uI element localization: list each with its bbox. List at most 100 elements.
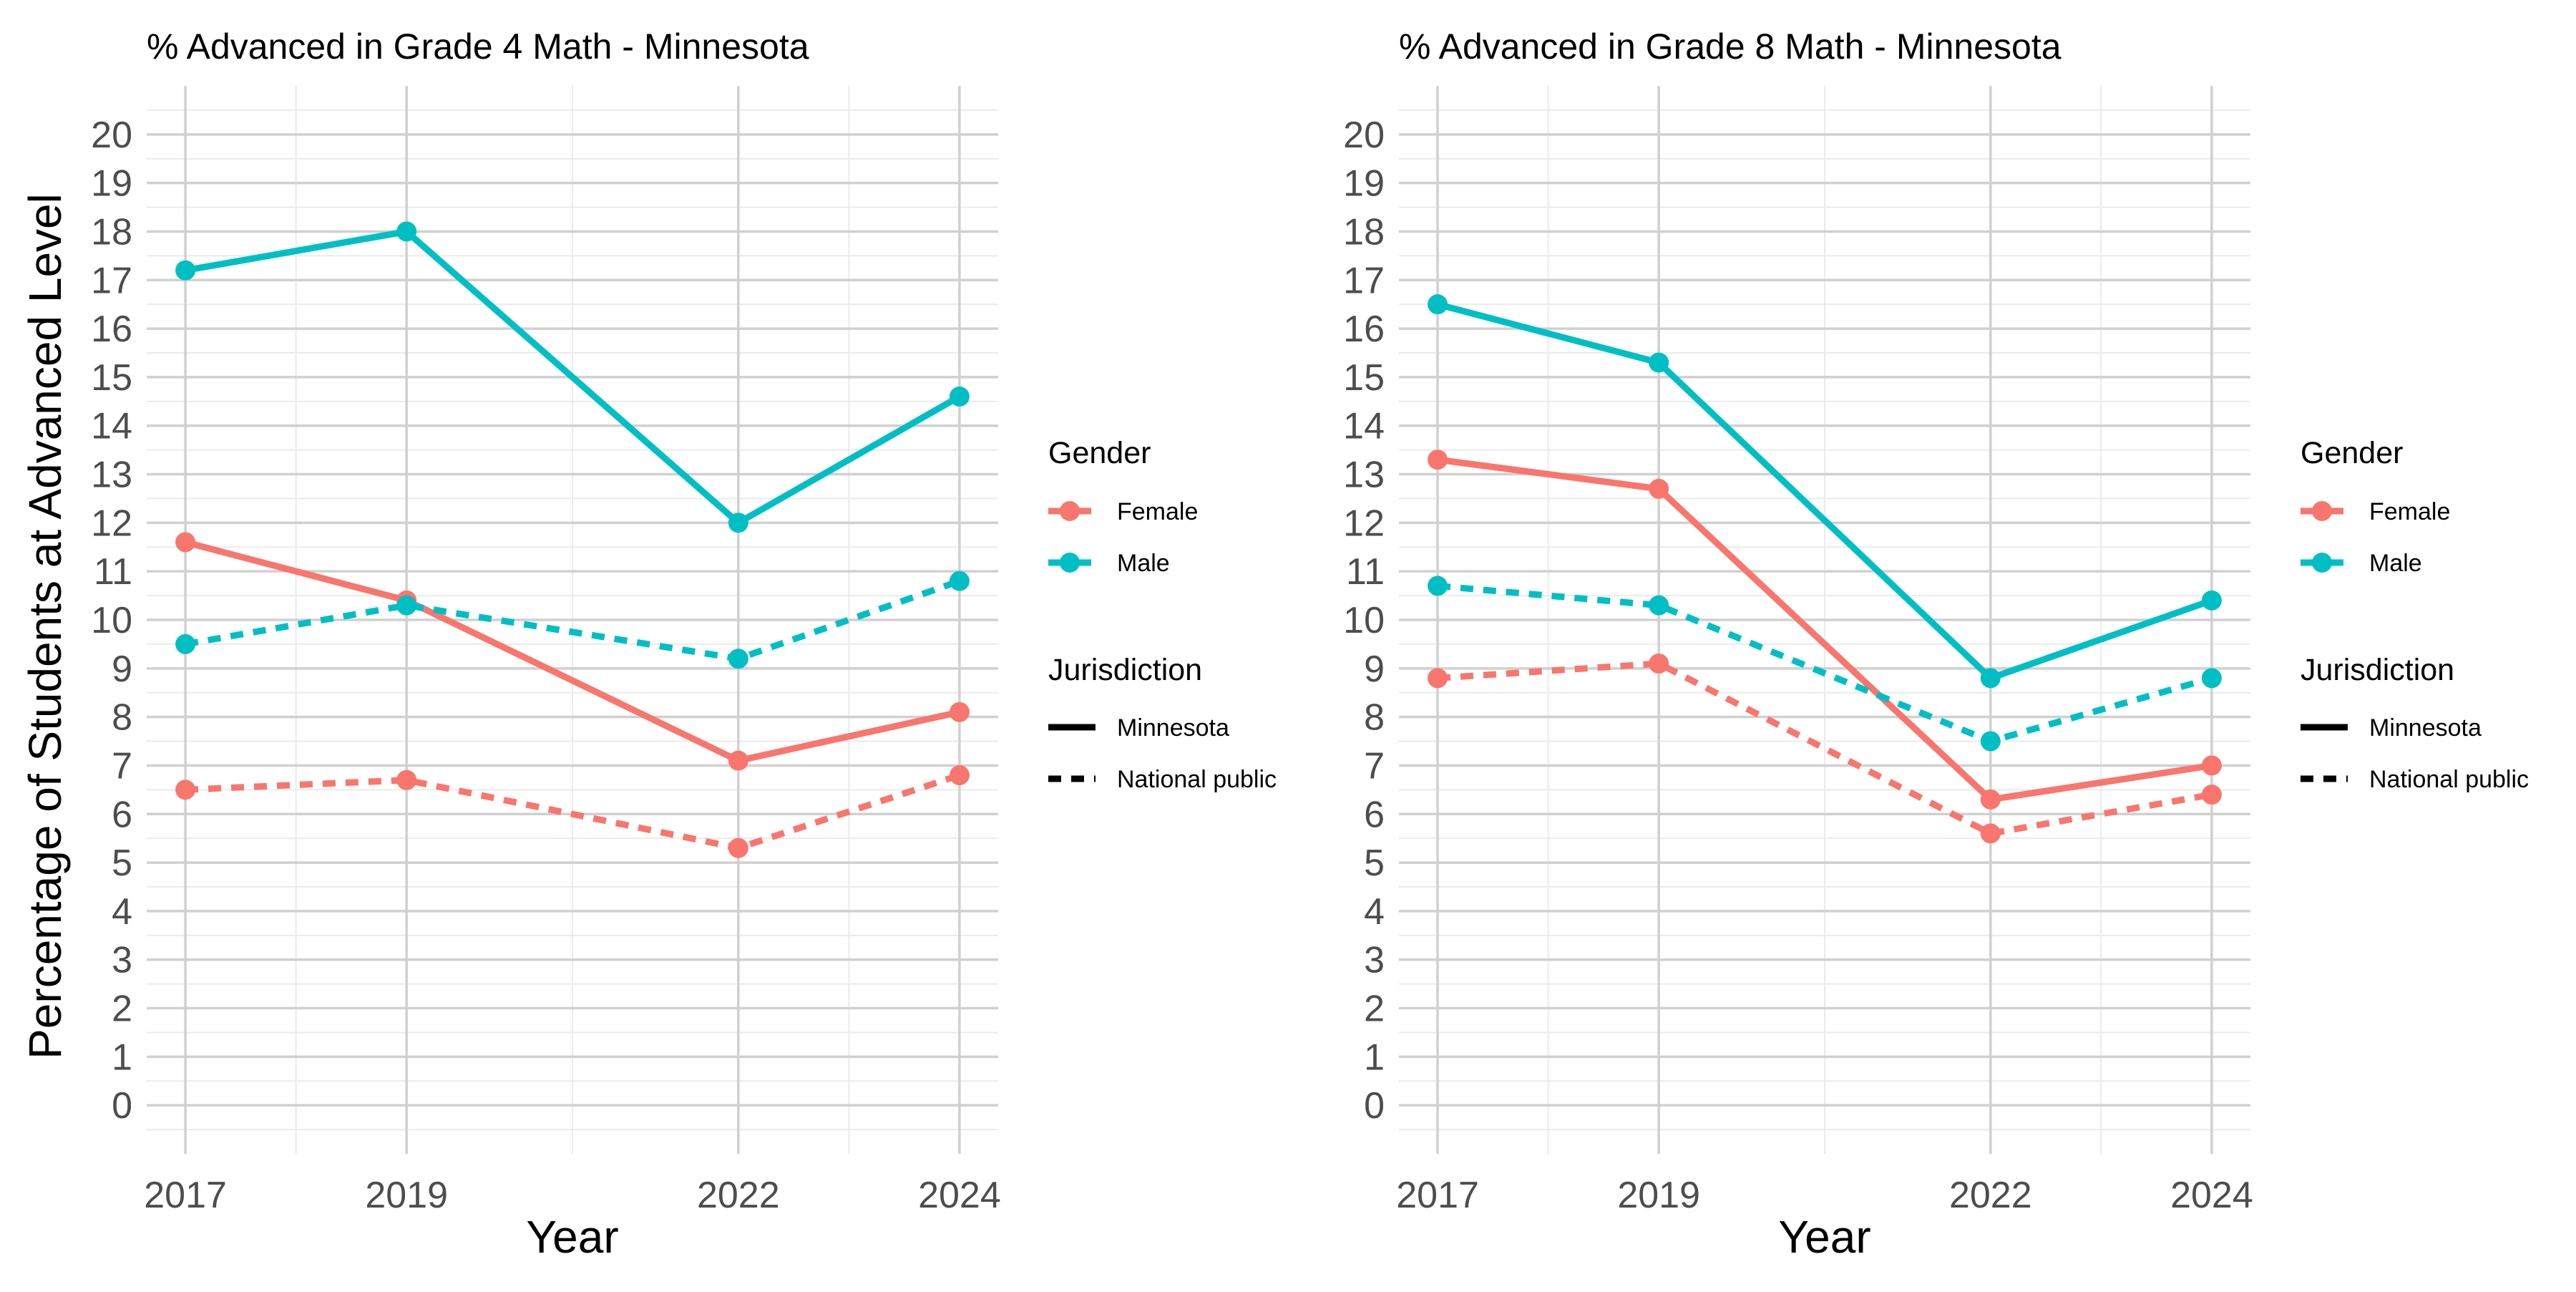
y-tick-label: 8 bbox=[1364, 697, 1385, 739]
series-line bbox=[184, 539, 960, 764]
legend-key-point bbox=[1060, 501, 1080, 521]
y-tick-label: 13 bbox=[91, 455, 132, 496]
x-tick-label: 2017 bbox=[144, 1175, 227, 1216]
x-tick-label: 2024 bbox=[2170, 1175, 2253, 1216]
y-tick-label: 2 bbox=[112, 989, 132, 1030]
y-tick-label: 6 bbox=[1364, 794, 1385, 835]
y-tick-label: 0 bbox=[112, 1085, 132, 1127]
legend-label-gender: Female bbox=[1117, 498, 1198, 525]
data-point bbox=[949, 765, 970, 786]
data-point bbox=[1649, 478, 1669, 499]
data-point bbox=[175, 779, 196, 800]
data-point bbox=[2201, 668, 2222, 689]
data-point bbox=[175, 260, 196, 281]
y-tick-label: 12 bbox=[91, 502, 132, 544]
data-point bbox=[1428, 450, 1448, 470]
series-line bbox=[1437, 456, 2212, 803]
chart-title: % Advanced in Grade 8 Math - Minnesota bbox=[1399, 26, 2062, 67]
y-tick-label: 18 bbox=[91, 211, 132, 253]
x-axis-title: Year bbox=[1778, 1211, 1870, 1263]
legend-label-jurisdiction: Minnesota bbox=[1117, 714, 1229, 742]
data-point bbox=[1649, 595, 1669, 616]
y-tick-label: 19 bbox=[91, 163, 132, 205]
data-point bbox=[1428, 575, 1448, 596]
legend-label-gender: Male bbox=[1117, 550, 1170, 577]
data-point bbox=[1980, 823, 2001, 844]
y-tick-label: 14 bbox=[1343, 406, 1385, 447]
data-point bbox=[728, 649, 748, 669]
series-line bbox=[185, 228, 962, 526]
series-line bbox=[185, 578, 961, 662]
y-tick-label: 1 bbox=[112, 1036, 132, 1078]
y-tick-label: 7 bbox=[112, 745, 132, 787]
data-point bbox=[949, 387, 970, 407]
x-tick-label: 2019 bbox=[1617, 1175, 1700, 1216]
y-tick-label: 16 bbox=[91, 309, 132, 350]
y-tick-label: 18 bbox=[1343, 211, 1385, 253]
data-point bbox=[1980, 668, 2001, 689]
y-tick-label: 11 bbox=[1346, 551, 1385, 593]
legend-grade8: Gender Female Male Jurisdiction Minnesota Nat… bbox=[2301, 436, 2529, 793]
y-tick-label: 10 bbox=[91, 600, 132, 641]
data-point bbox=[728, 750, 748, 771]
y-tick-label: 15 bbox=[1343, 357, 1385, 399]
data-point bbox=[396, 769, 417, 790]
legend-label-gender: Male bbox=[2369, 550, 2422, 577]
legend-key-point bbox=[1060, 553, 1080, 573]
y-tick-label: 15 bbox=[91, 357, 132, 399]
legend-title-gender: Gender bbox=[2301, 436, 2403, 470]
y-tick-label: 3 bbox=[1364, 940, 1385, 981]
data-point bbox=[175, 532, 196, 553]
y-tick-label: 20 bbox=[91, 115, 132, 156]
y-tick-label: 3 bbox=[112, 940, 132, 981]
y-tick-label: 14 bbox=[91, 406, 132, 447]
y-tick-label: 0 bbox=[1364, 1085, 1385, 1127]
y-tick-label: 19 bbox=[1343, 163, 1385, 205]
data-point bbox=[1649, 352, 1669, 373]
data-point bbox=[175, 633, 196, 654]
series-line bbox=[185, 772, 961, 852]
legend-label-jurisdiction: National public bbox=[2369, 766, 2529, 793]
data-point bbox=[1428, 294, 1448, 315]
y-tick-label: 16 bbox=[1343, 309, 1385, 350]
x-tick-label: 2024 bbox=[918, 1175, 1001, 1216]
x-tick-label: 2019 bbox=[365, 1175, 448, 1216]
series-line bbox=[1437, 583, 2213, 745]
legend-key-point bbox=[2312, 501, 2332, 521]
legend-label-jurisdiction: National public bbox=[1117, 766, 1277, 793]
data-point bbox=[2201, 755, 2222, 776]
legend-label-gender: Female bbox=[2369, 498, 2450, 525]
y-tick-label: 13 bbox=[1343, 455, 1385, 496]
y-tick-label: 7 bbox=[1364, 745, 1385, 787]
series-line bbox=[1436, 301, 2213, 681]
chart-title: % Advanced in Grade 4 Math - Minnesota bbox=[147, 26, 809, 67]
y-tick-label: 4 bbox=[112, 891, 132, 933]
y-tick-label: 17 bbox=[91, 260, 132, 301]
x-tick-label: 2022 bbox=[697, 1175, 780, 1216]
y-tick-label: 1 bbox=[1364, 1036, 1385, 1078]
y-tick-label: 20 bbox=[1343, 115, 1385, 156]
legend-key-point bbox=[2312, 553, 2332, 573]
y-tick-label: 11 bbox=[94, 551, 132, 593]
legend-title-gender: Gender bbox=[1048, 436, 1151, 470]
y-tick-label: 2 bbox=[1364, 989, 1385, 1030]
data-point bbox=[949, 701, 970, 722]
x-tick-label: 2022 bbox=[1949, 1175, 2032, 1216]
data-point bbox=[1428, 668, 1448, 689]
y-tick-label: 12 bbox=[1343, 502, 1385, 544]
legend-title-jurisdiction: Jurisdiction bbox=[2301, 653, 2454, 687]
legend-grade4: Gender Female Male Jurisdiction Minnesota Nat… bbox=[1048, 436, 1277, 793]
y-tick-label: 9 bbox=[1364, 649, 1385, 690]
data-point bbox=[396, 221, 417, 242]
data-point bbox=[949, 570, 970, 591]
legend-title-jurisdiction: Jurisdiction bbox=[1048, 653, 1202, 687]
legend-label-jurisdiction: Minnesota bbox=[2369, 714, 2482, 742]
y-tick-label: 17 bbox=[1343, 260, 1385, 301]
x-axis-title: Year bbox=[526, 1211, 618, 1263]
y-tick-label: 6 bbox=[112, 794, 132, 835]
y-tick-label: 5 bbox=[1364, 842, 1385, 884]
y-tick-label: 8 bbox=[112, 697, 132, 739]
